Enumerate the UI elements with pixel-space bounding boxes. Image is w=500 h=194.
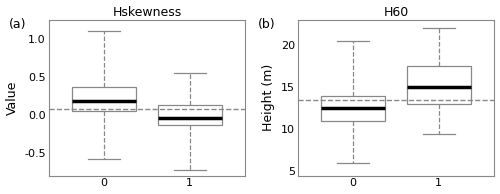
- Title: Hskewness: Hskewness: [112, 6, 182, 19]
- Y-axis label: Height (m): Height (m): [262, 64, 275, 131]
- Y-axis label: Value: Value: [6, 81, 18, 115]
- Title: H60: H60: [384, 6, 408, 19]
- Text: (b): (b): [258, 18, 276, 31]
- PathPatch shape: [406, 66, 471, 104]
- PathPatch shape: [158, 105, 222, 126]
- PathPatch shape: [72, 87, 136, 111]
- PathPatch shape: [321, 96, 386, 121]
- Text: (a): (a): [9, 18, 26, 31]
